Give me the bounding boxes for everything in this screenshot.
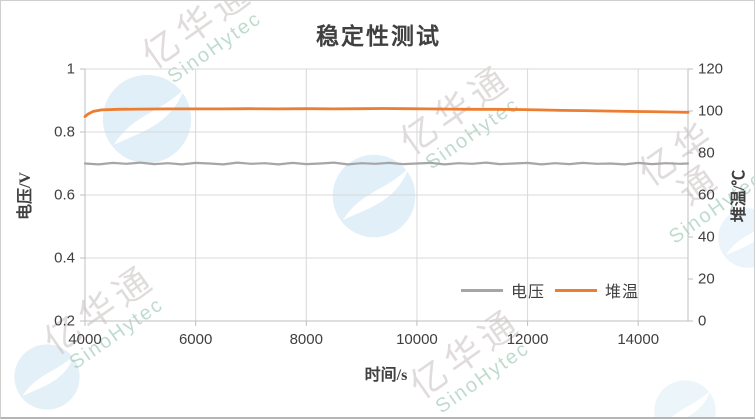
legend-item-voltage: 电压	[461, 278, 545, 302]
y-right-tick-label: 100	[698, 102, 724, 120]
series-line-堆温	[83, 107, 690, 118]
y-left-tick-label: 0.8	[54, 123, 75, 141]
y-left-tick-label: 0.4	[54, 249, 75, 267]
chart-title: 稳定性测试	[316, 24, 441, 49]
x-tick-label: 8000	[289, 331, 323, 348]
y-right-tick-label: 40	[698, 228, 715, 246]
series-line-电压	[83, 161, 690, 166]
x-axis-title: 时间/s	[364, 367, 408, 384]
y-left-tick-label: 0.6	[54, 186, 75, 204]
y-axis-left-title: 电压/V	[17, 172, 34, 221]
y-right-tick-label: 120	[698, 60, 724, 78]
y-left-tick-label: 0.2	[54, 312, 75, 330]
y-left-tick-label: 1	[66, 60, 75, 78]
y-axis-right-title: 堆温/℃	[731, 169, 748, 223]
legend-label-voltage: 电压	[511, 284, 546, 301]
chart-legend: 电压 堆温	[461, 278, 639, 302]
legend-label-temperature: 堆温	[605, 284, 640, 301]
y-right-tick-label: 60	[698, 186, 715, 204]
y-right-tick-label: 20	[698, 270, 715, 288]
legend-line-sample-temperature	[555, 288, 598, 292]
legend-line-sample-voltage	[461, 288, 503, 292]
y-right-tick-label: 0	[698, 312, 707, 330]
x-tick-label: 14000	[617, 331, 660, 348]
x-tick-label: 4000	[68, 331, 102, 348]
x-tick-label: 6000	[178, 331, 213, 348]
x-tick-label: 10000	[396, 331, 438, 348]
y-right-tick-label: 80	[698, 144, 715, 162]
legend-item-temperature: 堆温	[555, 278, 639, 302]
x-tick-label: 12000	[506, 331, 549, 348]
